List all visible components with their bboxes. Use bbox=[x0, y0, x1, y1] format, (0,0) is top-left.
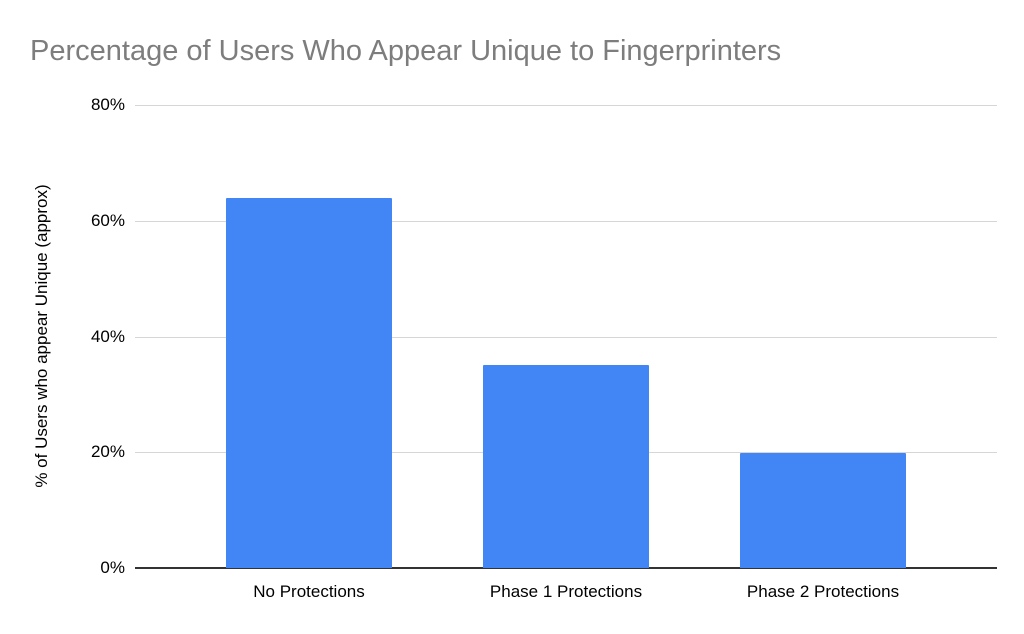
y-tick-label: 80% bbox=[90, 95, 125, 114]
x-axis-label: Phase 1 Protections bbox=[489, 582, 643, 601]
bar-phase-1-protections bbox=[483, 365, 649, 568]
y-tick-label: 40% bbox=[90, 326, 125, 346]
x-axis-label: Phase 2 Protections bbox=[746, 582, 900, 601]
bar-phase-2-protections bbox=[740, 453, 906, 568]
x-axis-label: No Protections bbox=[253, 582, 365, 601]
y-tick-label: 60% bbox=[90, 210, 125, 230]
gridline bbox=[135, 105, 997, 106]
y-tick-label: 20% bbox=[90, 442, 125, 462]
bar-no-protections bbox=[226, 197, 392, 568]
chart-title: Percentage of Users Who Appear Unique to… bbox=[30, 35, 782, 67]
x-axis-baseline bbox=[135, 567, 997, 569]
plot-area bbox=[135, 105, 997, 569]
gridline bbox=[135, 220, 997, 222]
gridline bbox=[135, 336, 997, 338]
y-tick-label: 0% bbox=[100, 558, 125, 577]
